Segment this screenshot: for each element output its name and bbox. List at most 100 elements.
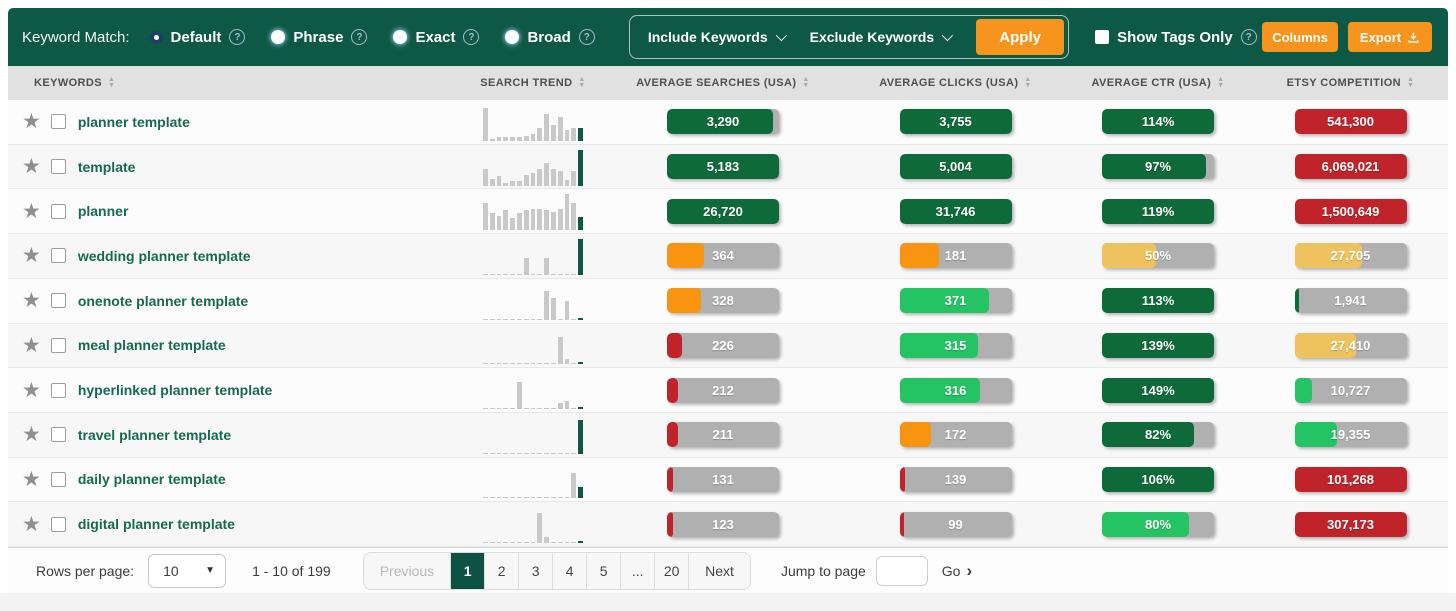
keyword-link[interactable]: travel planner template xyxy=(77,426,232,443)
table-row: ★ hyperlinked planner template 212 316 1… xyxy=(8,368,1448,413)
trend-bar xyxy=(489,318,495,320)
trend-bar xyxy=(571,408,577,410)
jump-to-page-input[interactable] xyxy=(875,555,928,586)
avg-searches-pill: 328 xyxy=(667,288,779,314)
radio-exact[interactable]: Exact? xyxy=(393,29,480,46)
show-tags-only-checkbox[interactable] xyxy=(1095,30,1110,44)
next-page-button[interactable]: Next xyxy=(689,552,750,589)
favorite-star-icon[interactable]: ★ xyxy=(22,110,41,134)
sort-icon[interactable]: ▲ ▼ xyxy=(1024,76,1032,89)
row-checkbox[interactable] xyxy=(50,203,66,219)
clicks-value: 3,755 xyxy=(939,114,972,130)
trend-bar xyxy=(578,541,583,544)
keyword-link[interactable]: onenote planner template xyxy=(77,292,249,309)
keyword-link[interactable]: wedding planner template xyxy=(77,247,251,264)
row-checkbox[interactable] xyxy=(50,337,66,353)
export-button[interactable]: Export xyxy=(1348,22,1432,52)
favorite-star-icon[interactable]: ★ xyxy=(22,333,41,357)
sort-icon[interactable]: ▲ ▼ xyxy=(578,76,586,89)
row-checkbox[interactable] xyxy=(50,159,66,175)
table-body: ★ planner template 3,290 3,755 114% 541,… xyxy=(8,100,1448,548)
page-button-1[interactable]: 1 xyxy=(451,552,486,589)
ctr-value: 106% xyxy=(1141,471,1175,487)
trend-bar xyxy=(537,273,543,275)
trend-bar xyxy=(496,175,502,186)
trend-bar xyxy=(544,257,549,275)
row-checkbox[interactable] xyxy=(50,248,66,264)
clicks-value: 315 xyxy=(944,337,967,353)
trend-bar xyxy=(544,363,549,365)
page-button-5[interactable]: 5 xyxy=(587,552,622,589)
page-button-2[interactable]: 2 xyxy=(485,552,520,589)
sort-icon[interactable]: ▲ ▼ xyxy=(802,76,810,89)
keyword-link[interactable]: daily planner template xyxy=(77,471,226,488)
go-button[interactable]: Go › xyxy=(942,562,972,579)
trend-bar xyxy=(483,107,488,141)
favorite-star-icon[interactable]: ★ xyxy=(22,244,41,268)
radio-dot-icon[interactable] xyxy=(505,30,520,44)
table-footer: Rows per page: 10 ▼ 1 - 10 of 199 Previo… xyxy=(8,547,1448,593)
rows-per-page-select[interactable]: 10 ▼ xyxy=(148,553,227,588)
trend-bar xyxy=(516,273,522,275)
page-button-4[interactable]: 4 xyxy=(553,552,588,589)
keyword-link[interactable]: digital planner template xyxy=(77,516,235,533)
include-keywords-dropdown[interactable]: Include Keywords xyxy=(648,29,787,45)
row-checkbox[interactable] xyxy=(50,516,66,532)
competition-value: 27,705 xyxy=(1330,248,1371,264)
help-icon[interactable]: ? xyxy=(1240,29,1257,45)
avg-clicks-pill: 31,746 xyxy=(899,198,1012,224)
trend-bar xyxy=(510,497,515,499)
trend-bar xyxy=(564,129,570,141)
avg-ctr-pill: 50% xyxy=(1102,243,1214,269)
avg-searches-pill: 226 xyxy=(667,332,779,358)
radio-default[interactable]: Default? xyxy=(149,29,246,46)
favorite-star-icon[interactable]: ★ xyxy=(22,467,41,491)
page-button-3[interactable]: 3 xyxy=(519,552,554,589)
trend-bar xyxy=(571,363,577,365)
radio-phrase[interactable]: Phrase? xyxy=(271,28,368,46)
trend-bar xyxy=(550,452,556,454)
help-icon[interactable]: ? xyxy=(351,29,368,45)
keyword-link[interactable]: planner xyxy=(77,203,129,220)
trend-bar xyxy=(489,138,495,141)
help-icon[interactable]: ? xyxy=(229,29,246,45)
trend-bar xyxy=(578,419,583,454)
trend-bar xyxy=(550,297,556,320)
apply-button[interactable]: Apply xyxy=(976,19,1065,55)
row-checkbox[interactable] xyxy=(50,427,66,443)
row-checkbox[interactable] xyxy=(50,293,66,309)
keyword-link[interactable]: template xyxy=(77,158,136,175)
favorite-star-icon[interactable]: ★ xyxy=(22,199,41,223)
page-button-20[interactable]: 20 xyxy=(655,552,690,589)
searches-value: 364 xyxy=(712,248,734,264)
help-icon[interactable]: ? xyxy=(578,29,595,45)
keyword-link[interactable]: planner template xyxy=(77,113,190,130)
sort-icon[interactable]: ▲ ▼ xyxy=(1217,76,1225,89)
sort-icon[interactable]: ▲ ▼ xyxy=(107,76,116,89)
sort-icon[interactable]: ▲ ▼ xyxy=(1407,76,1415,89)
exclude-keywords-dropdown[interactable]: Exclude Keywords xyxy=(810,29,954,45)
radio-dot-icon[interactable] xyxy=(271,30,286,44)
radio-label: Phrase xyxy=(293,28,344,46)
previous-page-button[interactable]: Previous xyxy=(363,552,452,589)
row-checkbox[interactable] xyxy=(50,382,66,398)
help-icon[interactable]: ? xyxy=(463,29,480,45)
favorite-star-icon[interactable]: ★ xyxy=(22,289,41,313)
row-checkbox[interactable] xyxy=(50,471,66,487)
trend-bar xyxy=(483,408,488,410)
keyword-link[interactable]: meal planner template xyxy=(77,337,226,354)
row-checkbox[interactable] xyxy=(50,114,66,130)
competition-value: 10,727 xyxy=(1330,382,1371,398)
favorite-star-icon[interactable]: ★ xyxy=(22,512,41,536)
favorite-star-icon[interactable]: ★ xyxy=(22,378,41,402)
radio-dot-icon[interactable] xyxy=(149,30,163,44)
radio-dot-icon[interactable] xyxy=(393,30,408,44)
searches-value: 328 xyxy=(712,293,734,309)
favorite-star-icon[interactable]: ★ xyxy=(22,155,41,179)
keyword-link[interactable]: hyperlinked planner template xyxy=(77,382,273,399)
radio-broad[interactable]: Broad? xyxy=(505,29,595,46)
competition-value: 101,268 xyxy=(1327,471,1374,487)
columns-button[interactable]: Columns xyxy=(1262,22,1338,52)
table-row: ★ digital planner template 123 99 80% 30… xyxy=(8,502,1448,548)
favorite-star-icon[interactable]: ★ xyxy=(22,423,41,447)
